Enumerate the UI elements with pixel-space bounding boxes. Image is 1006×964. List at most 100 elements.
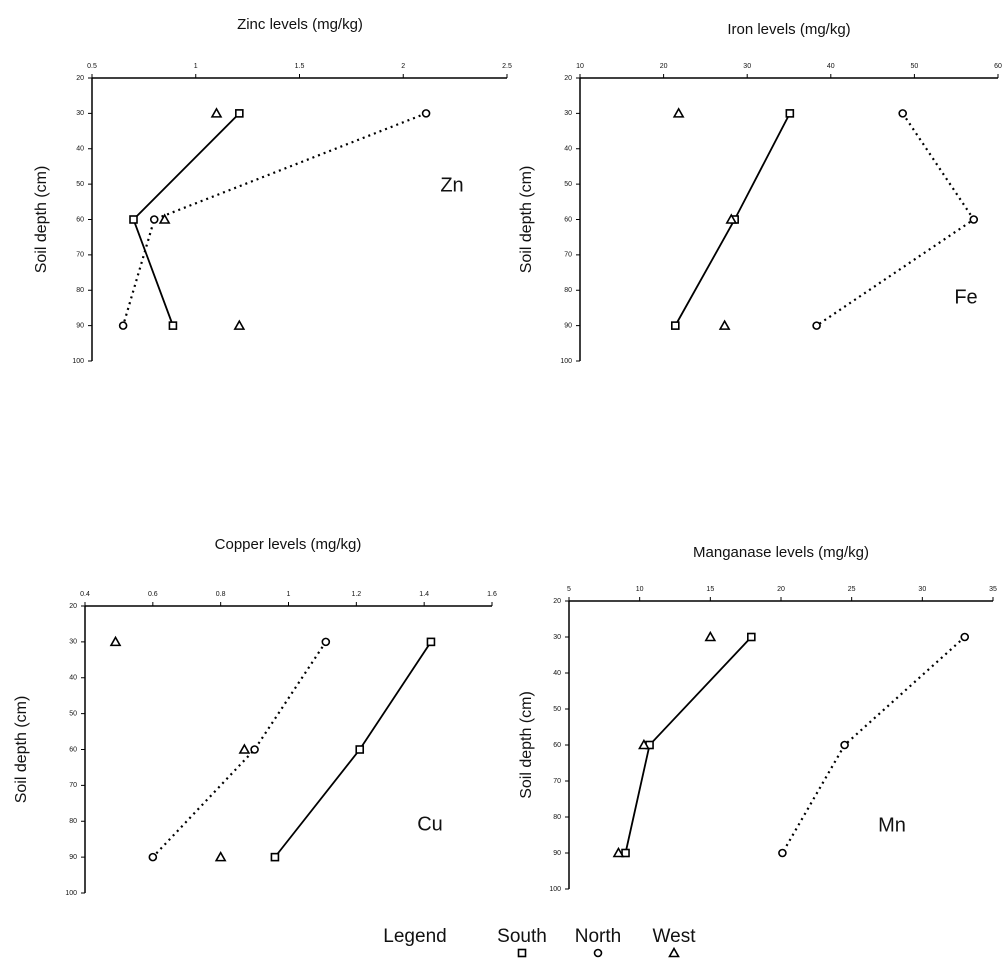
y-axis-label: Soil depth (cm) <box>13 696 30 804</box>
x-tick-label: 10 <box>636 586 644 593</box>
y-tick-label: 60 <box>76 216 84 223</box>
panel-annotation: Cu <box>417 813 443 835</box>
marker-square <box>270 852 280 862</box>
x-tick-label: 25 <box>848 586 856 593</box>
marker-square <box>621 848 630 858</box>
series-line <box>274 641 432 858</box>
y-tick-label: 100 <box>549 886 561 893</box>
marker-square <box>168 321 178 330</box>
y-tick-label: 40 <box>76 146 84 153</box>
y-tick-label: 50 <box>76 181 84 188</box>
marker-square <box>747 632 756 642</box>
y-tick-label: 90 <box>69 854 77 861</box>
x-tick-label: 0.5 <box>87 63 97 70</box>
x-tick-label: 30 <box>918 586 926 593</box>
y-tick-label: 30 <box>564 110 572 117</box>
y-axis-label: Soil depth (cm) <box>33 166 50 274</box>
x-tick-label: 50 <box>911 63 919 70</box>
marker-triangle <box>638 738 650 750</box>
marker-triangle <box>233 319 246 330</box>
x-tick-label: 0.6 <box>148 591 158 598</box>
legend-label: West <box>653 926 697 947</box>
marker-triangle <box>158 213 171 224</box>
marker-circle <box>148 852 158 862</box>
x-tick-label: 0.4 <box>80 591 90 598</box>
marker-circle <box>898 109 907 118</box>
y-tick-label: 90 <box>553 850 561 857</box>
marker-square <box>671 321 680 330</box>
marker-triangle <box>109 635 122 647</box>
marker-triangle <box>672 107 685 118</box>
x-tick-label: 1.4 <box>419 591 429 598</box>
marker-square <box>785 109 795 118</box>
marker-circle <box>969 215 979 224</box>
y-tick-label: 100 <box>65 890 77 897</box>
y-tick-label: 70 <box>564 252 572 259</box>
y-tick-label: 50 <box>553 706 561 713</box>
x-tick-label: 1 <box>287 591 291 598</box>
y-tick-label: 100 <box>72 358 84 365</box>
chart-title: Manganase levels (mg/kg) <box>693 544 869 561</box>
legend-title: Legend <box>383 926 446 947</box>
marker-circle <box>960 632 970 642</box>
series-line <box>152 641 327 858</box>
y-tick-label: 90 <box>76 322 84 329</box>
y-tick-label: 40 <box>564 146 572 153</box>
marker-square <box>129 215 138 224</box>
y-tick-label: 30 <box>69 639 77 646</box>
series-line <box>815 112 976 327</box>
y-tick-label: 50 <box>564 181 572 188</box>
y-tick-label: 20 <box>69 603 77 610</box>
marker-triangle <box>238 743 251 754</box>
x-tick-label: 2.5 <box>502 63 512 70</box>
x-tick-label: 60 <box>994 63 1002 70</box>
y-axis-label: Soil depth (cm) <box>518 166 535 274</box>
y-tick-label: 80 <box>564 287 572 294</box>
y-tick-label: 70 <box>69 782 77 789</box>
y-tick-label: 80 <box>553 814 561 821</box>
marker-circle <box>149 215 159 224</box>
legend-label: South <box>497 926 547 947</box>
marker-square <box>235 109 244 118</box>
series-line <box>132 112 240 326</box>
y-tick-label: 70 <box>76 252 84 259</box>
marker-circle <box>593 948 603 958</box>
y-tick-label: 40 <box>69 675 77 682</box>
panel-annotation: Zn <box>440 174 463 196</box>
marker-triangle <box>725 213 738 224</box>
y-tick-label: 30 <box>553 634 561 641</box>
marker-circle <box>840 740 849 750</box>
series-line <box>122 112 427 326</box>
marker-square <box>355 745 365 754</box>
x-tick-label: 40 <box>827 63 835 70</box>
x-tick-label: 15 <box>706 586 714 593</box>
chart-title: Iron levels (mg/kg) <box>727 21 850 38</box>
y-tick-label: 20 <box>564 75 572 82</box>
y-tick-label: 80 <box>69 818 77 825</box>
marker-circle <box>421 109 431 118</box>
marker-triangle <box>612 846 625 858</box>
marker-square <box>426 637 436 647</box>
y-tick-label: 20 <box>553 598 561 605</box>
y-tick-label: 20 <box>76 75 84 82</box>
marker-triangle <box>210 107 223 118</box>
x-tick-label: 1.2 <box>351 591 361 598</box>
x-tick-label: 5 <box>567 586 571 593</box>
marker-circle <box>778 848 787 858</box>
x-tick-label: 0.8 <box>216 591 226 598</box>
panel-annotation: Mn <box>878 814 906 836</box>
marker-circle <box>118 321 128 330</box>
marker-triangle <box>668 946 680 958</box>
y-tick-label: 30 <box>76 110 84 117</box>
chart-title: Zinc levels (mg/kg) <box>237 16 363 33</box>
x-tick-label: 35 <box>989 586 997 593</box>
marker-triangle <box>718 319 731 330</box>
x-tick-label: 1 <box>194 63 198 70</box>
x-tick-label: 20 <box>777 586 785 593</box>
y-tick-label: 60 <box>553 742 561 749</box>
panel-annotation: Fe <box>954 286 977 308</box>
y-tick-label: 50 <box>69 710 77 717</box>
y-tick-label: 60 <box>564 216 572 223</box>
